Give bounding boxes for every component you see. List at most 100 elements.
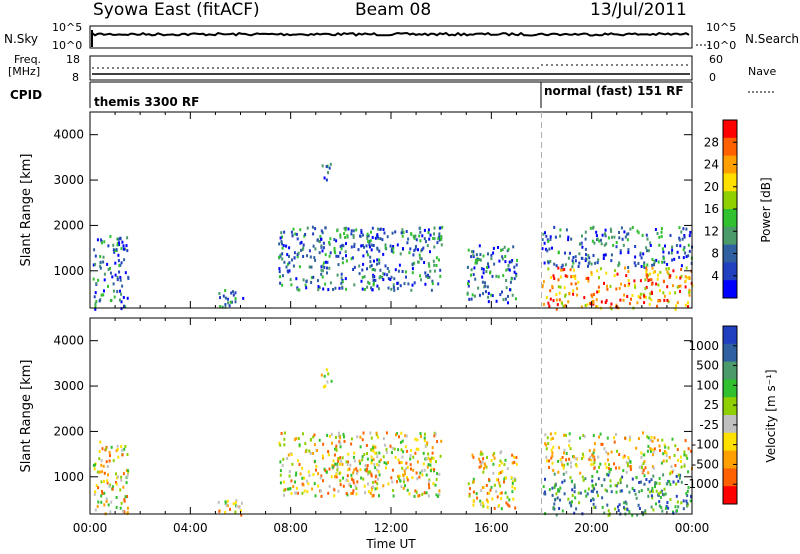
power-echo-cell [642, 292, 645, 296]
velocity-echo-cell [486, 491, 489, 495]
power-colorbar-label: 16 [704, 202, 719, 216]
velocity-echo-cell [232, 502, 235, 506]
velocity-ytick-label: 3000 [53, 379, 84, 393]
power-echo-cell [360, 228, 363, 232]
velocity-echo-cell [583, 435, 586, 438]
power-echo-cell [472, 253, 475, 257]
power-echo-cell [329, 281, 332, 285]
power-echo-cell [368, 282, 371, 285]
power-echo-cell [480, 267, 483, 271]
velocity-echo-cell [559, 486, 562, 490]
velocity-echo-cell [638, 465, 641, 469]
power-echo-cell [595, 230, 598, 234]
power-echo-cell [323, 265, 326, 269]
power-echo-cell [657, 283, 660, 287]
velocity-echo-cell [346, 474, 349, 478]
velocity-echo-cell [335, 444, 338, 448]
velocity-echo-cell [105, 447, 108, 451]
velocity-echo-cell [596, 490, 599, 494]
power-echo-cell [218, 292, 221, 295]
power-echo-cell [92, 263, 95, 267]
velocity-echo-cell [542, 485, 545, 489]
velocity-echo-cell [294, 480, 296, 484]
velocity-echo-cell [639, 480, 642, 484]
velocity-echo-cell [327, 450, 330, 453]
power-echo-cell [591, 226, 594, 230]
power-echo-cell [514, 297, 517, 301]
velocity-echo-cell [571, 488, 574, 492]
power-echo-cell [672, 284, 674, 288]
noise-trace-line [91, 30, 690, 37]
velocity-echo-cell [345, 491, 348, 495]
power-echo-cell [563, 286, 566, 290]
power-echo-cell [467, 282, 469, 286]
power-colorbar-swatch [723, 280, 737, 299]
velocity-colorbar-swatch [723, 450, 737, 469]
velocity-echo-cell [331, 463, 334, 467]
power-echo-cell [467, 280, 470, 284]
velocity-echo-cell [595, 482, 597, 486]
velocity-echo-cell [283, 493, 285, 497]
power-echo-cell [670, 251, 673, 255]
velocity-echo-cell [334, 447, 336, 451]
power-echo-cell [412, 234, 415, 238]
velocity-echo-cell [399, 479, 402, 483]
velocity-echo-cell [667, 506, 670, 510]
velocity-echo-cell [423, 491, 426, 495]
velocity-echo-cell [674, 505, 677, 509]
power-echo-cell [371, 288, 374, 292]
power-echo-cell [107, 268, 110, 271]
power-echo-cell [427, 273, 429, 277]
power-echo-cell [372, 278, 375, 282]
velocity-echo-cell [669, 472, 672, 476]
power-echo-cell [378, 258, 381, 262]
power-echo-cell [390, 247, 393, 251]
velocity-echo-cell [389, 444, 392, 448]
velocity-echo-cell [124, 444, 127, 448]
power-echo-cell [112, 243, 115, 247]
velocity-echo-cell [229, 507, 231, 511]
velocity-echo-cell [333, 488, 336, 492]
power-echo-cell [420, 257, 423, 261]
velocity-echo-cell [650, 494, 653, 498]
power-echo-cell [490, 253, 493, 257]
velocity-echo-cell [327, 372, 330, 376]
x-axis-label: Time UT [365, 537, 416, 551]
power-echo-cell [659, 289, 661, 293]
power-echo-cell [684, 275, 687, 279]
velocity-echo-cell [406, 449, 409, 453]
velocity-echo-cell [601, 496, 604, 500]
velocity-echo-cell [355, 467, 358, 471]
power-echo-cell [671, 248, 674, 252]
power-echo-cell [609, 227, 612, 231]
power-echo-cell [589, 302, 592, 306]
power-echo-cell [546, 238, 549, 242]
power-echo-cell [397, 269, 400, 273]
velocity-echo-cell [570, 480, 573, 484]
velocity-colorbar-swatch [723, 415, 737, 434]
power-echo-cell [324, 226, 327, 230]
velocity-echo-cell [645, 478, 648, 481]
velocity-echo-cell [513, 476, 516, 480]
power-echo-cell [467, 248, 470, 252]
velocity-echo-cell [629, 467, 632, 471]
velocity-echo-cell [651, 453, 654, 457]
power-echo-cell [421, 248, 424, 252]
power-echo-cell [545, 234, 548, 238]
velocity-echo-cell [661, 438, 664, 442]
velocity-colorbar-label: 500 [696, 359, 719, 373]
velocity-echo-cell [646, 449, 649, 453]
power-echo-cell [120, 292, 123, 296]
velocity-echo-cell [651, 448, 654, 452]
power-echo-cell [109, 235, 112, 238]
power-echo-cell [552, 299, 555, 303]
noise-right-tick-top: 10^5 [706, 21, 737, 34]
velocity-echo-cell [650, 478, 653, 482]
power-echo-cell [611, 235, 613, 239]
velocity-echo-cell [544, 433, 547, 437]
velocity-echo-cell [610, 450, 613, 454]
velocity-echo-cell [359, 468, 362, 472]
velocity-echo-cell [647, 471, 650, 475]
velocity-echo-cell [625, 470, 628, 474]
velocity-echo-cell [326, 380, 329, 384]
